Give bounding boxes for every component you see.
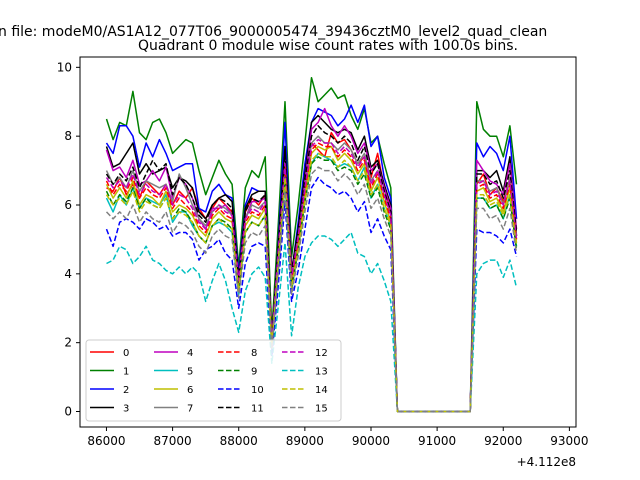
x-tick-label: 88000 xyxy=(220,434,258,448)
y-tick-label: 2 xyxy=(64,336,72,350)
series-15-line xyxy=(105,166,518,413)
chart-title: Quadrant 0 module wise count rates with … xyxy=(138,38,518,54)
legend-frame xyxy=(85,339,342,422)
legend-label-11: 11 xyxy=(251,404,264,415)
legend-label-8: 8 xyxy=(251,348,257,359)
x-tick-label: 90000 xyxy=(352,434,390,448)
y-axis: 0 2 4 6 8 10 xyxy=(57,60,80,419)
legend-label-7: 7 xyxy=(187,404,193,415)
series-14-line xyxy=(105,152,518,413)
legend-label-2: 2 xyxy=(123,385,129,396)
x-tick-label: 91000 xyxy=(418,434,456,448)
legend-label-4: 4 xyxy=(187,348,193,359)
y-tick-label: 10 xyxy=(57,60,72,74)
legend-label-13: 13 xyxy=(315,367,328,378)
figure-suptitle: n file: modeM0/AS1A12_077T06_9000005474_… xyxy=(0,24,547,40)
x-tick-label: 93000 xyxy=(550,434,588,448)
x-offset-text: +4.112e8 xyxy=(517,455,576,469)
legend-label-9: 9 xyxy=(251,367,257,378)
y-tick-label: 6 xyxy=(64,198,72,212)
x-tick-label: 89000 xyxy=(286,434,324,448)
series-layer xyxy=(105,76,518,413)
x-axis: 86000 87000 88000 89000 90000 91000 92000 93000 xyxy=(87,427,588,448)
legend-label-15: 15 xyxy=(315,404,328,415)
legend-label-0: 0 xyxy=(123,348,129,359)
y-tick-label: 8 xyxy=(64,129,72,143)
x-tick-label: 92000 xyxy=(484,434,522,448)
legend-label-10: 10 xyxy=(251,385,264,396)
legend-label-3: 3 xyxy=(123,404,129,415)
x-tick-label: 86000 xyxy=(87,434,125,448)
legend-label-14: 14 xyxy=(315,385,328,396)
legend-label-6: 6 xyxy=(187,385,193,396)
legend-label-1: 1 xyxy=(123,367,129,378)
x-tick-label: 87000 xyxy=(153,434,191,448)
series-8-line xyxy=(105,142,518,413)
legend-label-5: 5 xyxy=(187,367,193,378)
y-tick-label: 4 xyxy=(64,267,72,281)
axes-frame xyxy=(79,56,577,428)
legend-label-12: 12 xyxy=(315,348,328,359)
y-tick-label: 0 xyxy=(64,405,72,419)
